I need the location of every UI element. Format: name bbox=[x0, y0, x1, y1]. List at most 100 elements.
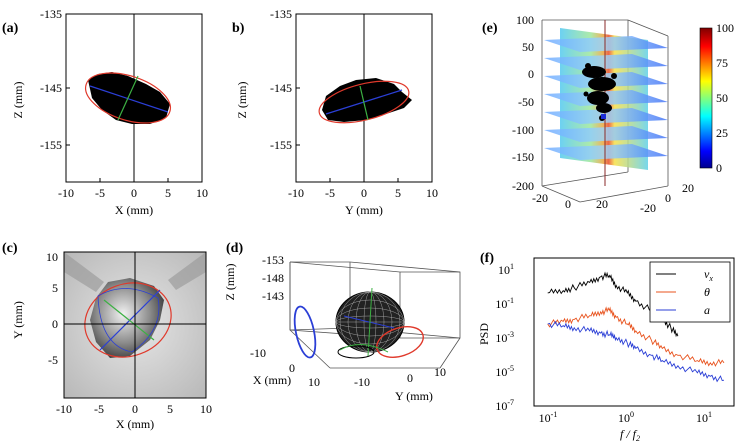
panel-e-ytick: 0 bbox=[665, 191, 671, 205]
psd-line-a bbox=[547, 320, 725, 383]
panel-d-ztick: -153 bbox=[262, 253, 284, 267]
panel-e-cbar-tick: 100 bbox=[716, 21, 734, 35]
panel-a-xlabel: X (mm) bbox=[115, 203, 153, 217]
legend-label-a: a bbox=[704, 303, 710, 317]
panel-e-xtick: 0 bbox=[565, 197, 571, 211]
panel-d-xlabel: X (mm) bbox=[253, 373, 291, 387]
panel-a-xtick: -10 bbox=[58, 186, 74, 200]
panel-f-legend: vx θ a bbox=[649, 261, 731, 323]
panel-e: (e) bbox=[482, 13, 734, 215]
panel-b-ytick: -135 bbox=[270, 7, 292, 21]
panel-b-xtick: 10 bbox=[426, 186, 438, 200]
panel-f-axes bbox=[533, 257, 735, 407]
panel-f-yticks: 101 10-1 10-3 10-5 10-7 bbox=[495, 262, 514, 413]
panel-c-ytick: 0 bbox=[52, 317, 58, 331]
panel-e-ztick: -150 bbox=[512, 150, 534, 164]
panel-e-cbar-tick: 25 bbox=[716, 126, 728, 140]
panel-b-xtick: 5 bbox=[395, 186, 401, 200]
panel-a-silhouette bbox=[88, 72, 170, 124]
panel-f-ylabel: PSD bbox=[477, 323, 491, 345]
panel-c-ytick: -5 bbox=[48, 353, 58, 367]
panel-c-xtick: 5 bbox=[167, 402, 173, 416]
panel-d-proj-xy bbox=[339, 344, 389, 353]
panel-d-zlabel: Z (mm) bbox=[223, 264, 237, 301]
panel-e-particles bbox=[582, 63, 617, 121]
panel-c-photo-shadow bbox=[64, 252, 206, 292]
panel-f-ytick: 10-5 bbox=[495, 364, 514, 379]
panel-d-ztick: -148 bbox=[262, 271, 284, 285]
panel-a-ytick: -145 bbox=[40, 81, 62, 95]
panel-a: (a) -10 -5 0 5 10 -135 -145 -155 X (mm) … bbox=[2, 7, 208, 217]
legend-label-theta: θ bbox=[704, 285, 710, 299]
panel-d-ylabel: Y (mm) bbox=[395, 389, 433, 403]
panel-a-fit-ellipse bbox=[85, 72, 171, 124]
panel-a-major-axis bbox=[89, 85, 169, 113]
panel-e-cbar-tick: 50 bbox=[716, 91, 728, 105]
panel-b-xtick: -10 bbox=[288, 186, 304, 200]
panel-c-minor-axis bbox=[103, 299, 155, 341]
panel-c-xtick: -10 bbox=[56, 402, 72, 416]
panel-d-axis-1 bbox=[343, 315, 395, 329]
panel-b-ytick: -155 bbox=[270, 138, 292, 152]
panel-c-ytick: 10 bbox=[46, 250, 58, 264]
panel-e-ytick: 20 bbox=[682, 181, 694, 195]
panel-b: b) -10 -5 0 5 10 -135 -145 -155 Y (mm) Z… bbox=[232, 7, 438, 217]
panel-e-box bbox=[541, 19, 669, 203]
panel-e-cbar-tick: 0 bbox=[716, 161, 722, 175]
panel-e-marker bbox=[601, 114, 606, 119]
panel-f: (f) 101 10-1 10-3 10-5 10-7 10-1 100 101… bbox=[477, 251, 735, 442]
panel-c-label: (c) bbox=[2, 241, 18, 256]
panel-c-ytick: 5 bbox=[52, 281, 58, 295]
panel-d-label: (d) bbox=[226, 241, 243, 256]
panel-e-colorbar bbox=[699, 27, 713, 169]
panel-c-fit-ellipse bbox=[84, 282, 172, 358]
panel-c-xtick: 10 bbox=[200, 402, 212, 416]
psd-line-theta bbox=[547, 306, 725, 367]
panel-d-xtick: 10 bbox=[308, 375, 320, 389]
panel-e-xtick: -20 bbox=[532, 191, 548, 205]
panel-d-proj-xz bbox=[293, 305, 317, 359]
panel-c-axes bbox=[63, 251, 207, 399]
legend-label-vx: vx bbox=[704, 267, 713, 283]
panel-a-ytick: -155 bbox=[40, 138, 62, 152]
panel-f-ytick: 101 bbox=[498, 262, 514, 277]
panel-d-proj-yz bbox=[376, 326, 424, 358]
panel-b-ytick: -145 bbox=[270, 81, 292, 95]
panel-b-xtick: -5 bbox=[325, 186, 335, 200]
panel-f-ytick: 10-3 bbox=[495, 330, 514, 345]
panel-a-xtick: -5 bbox=[95, 186, 105, 200]
panel-d-ytick: 0 bbox=[407, 371, 413, 385]
panel-b-ylabel: Z (mm) bbox=[235, 82, 249, 119]
panel-c-xlabel: X (mm) bbox=[116, 417, 154, 431]
panel-e-ztick: -200 bbox=[512, 179, 534, 193]
panel-d-axis-2 bbox=[367, 287, 373, 357]
panel-b-xtick: 0 bbox=[361, 186, 367, 200]
panel-e-label: (e) bbox=[482, 21, 498, 36]
panel-f-xtick: 101 bbox=[696, 410, 712, 425]
panel-e-cbar-tick: 75 bbox=[716, 56, 728, 70]
panel-e-ztick: 50 bbox=[522, 40, 534, 54]
panel-f-ytick: 10-1 bbox=[495, 296, 514, 311]
panel-c-xtick: 0 bbox=[132, 402, 138, 416]
panel-e-ztick: 100 bbox=[516, 13, 534, 27]
panel-d-ytick: 10 bbox=[434, 365, 446, 379]
panel-d-xtick: -10 bbox=[250, 346, 266, 360]
panel-a-xtick: 0 bbox=[131, 186, 137, 200]
panel-d-ytick: -10 bbox=[354, 375, 370, 389]
panel-c-major-axis bbox=[99, 289, 161, 351]
panel-d: (d) bbox=[223, 241, 461, 403]
panel-f-label: (f) bbox=[480, 251, 494, 266]
panel-f-xlabel: f / f2 bbox=[620, 427, 640, 442]
panel-a-minor-axis bbox=[117, 75, 139, 121]
panel-e-ytick: -20 bbox=[640, 201, 656, 215]
panel-d-ztick: -143 bbox=[262, 289, 284, 303]
panel-e-ztick: -100 bbox=[512, 123, 534, 137]
panel-c-contour bbox=[97, 288, 160, 353]
panel-a-ytick: -135 bbox=[40, 7, 62, 21]
panel-a-xtick: 5 bbox=[165, 186, 171, 200]
panel-f-xtick: 10-1 bbox=[539, 410, 558, 425]
panel-b-label: b) bbox=[232, 21, 245, 36]
panel-b-xlabel: Y (mm) bbox=[345, 203, 383, 217]
panel-f-ytick: 10-7 bbox=[495, 398, 514, 413]
panel-e-ztick: -50 bbox=[518, 95, 534, 109]
